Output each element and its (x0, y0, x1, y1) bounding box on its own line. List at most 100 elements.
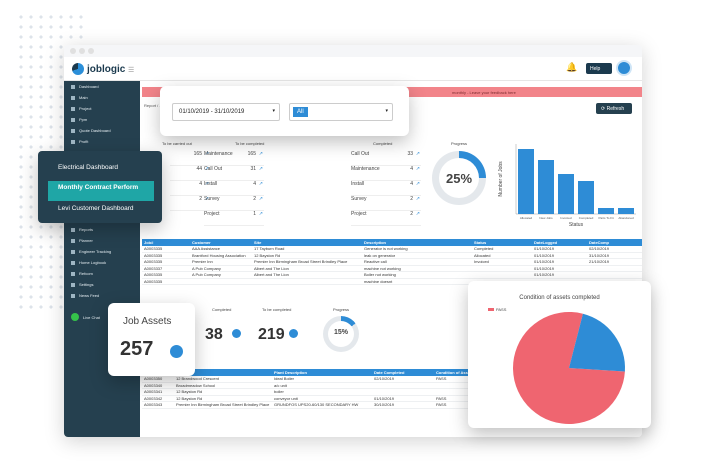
help-label: Help (590, 66, 601, 72)
dashboard-menu-item[interactable]: Electrical Dashboard (58, 164, 118, 171)
x-tick-label: New Jobs (539, 216, 553, 220)
chevron-down-icon: ▾ (272, 108, 275, 114)
bar (538, 160, 554, 214)
sidebar-item[interactable]: Planner (64, 235, 140, 246)
logo[interactable]: joblogic (72, 63, 125, 75)
sidebar-item-icon (71, 293, 75, 298)
scope-select[interactable]: All ▾ (289, 103, 393, 121)
kpi-row: 165 ↗ (170, 151, 210, 166)
notification-bell-icon[interactable]: 🔔 (566, 62, 578, 72)
bar (598, 208, 614, 214)
sidebar-item[interactable]: Profit (64, 136, 140, 147)
help-button[interactable]: Help (586, 63, 612, 74)
x-tick-label: Completed (579, 216, 594, 220)
table-row[interactable]: A0003335 Brantford Housing Association 12 … (142, 253, 642, 259)
pie-legend: PASS (488, 307, 506, 312)
kpi-row: Project 1 ↗ (204, 211, 264, 226)
progress-donut: 25% (432, 151, 486, 205)
sidebar-item[interactable]: News Feed (64, 290, 140, 301)
kpi-row: Install 4 ↗ (351, 181, 421, 196)
sidebar-item-icon (71, 227, 75, 232)
jobs-table: Job# Customer Site Description Status DateLog… (142, 239, 642, 285)
dashboard-menu-item[interactable]: Levi Customer Dashboard (58, 205, 134, 212)
filter-panel: 01/10/2019 - 31/10/2019 ▾ All ▾ (160, 86, 409, 136)
sidebar-item[interactable]: Engineer Tracking (64, 246, 140, 257)
kpi-row: 2 ↗ (170, 196, 210, 211)
kpi-row: Project 2 ↗ (351, 211, 421, 226)
bar (578, 181, 594, 214)
kpi-row: Install 4 ↗ (204, 181, 264, 196)
table-row[interactable]: A0003350 12 Brandwood Crescent Ideal Boile… (142, 376, 532, 383)
sidebar-item-icon (71, 117, 75, 122)
table-row[interactable]: A0003335 Premier Inn Premier Inn Birmingha… (142, 259, 642, 266)
sidebar-item[interactable]: Refcom (64, 268, 140, 279)
sidebar-item-icon (71, 271, 75, 276)
kpi-row: Survey 2 ↗ (204, 196, 264, 211)
trend-icon: ↗ (204, 196, 209, 202)
trend-icon: ↗ (415, 211, 420, 217)
avatar[interactable] (616, 60, 632, 76)
y-axis-label: Number of Jobs (498, 161, 504, 197)
sidebar-item-icon (71, 139, 75, 144)
trend-icon: ↗ (415, 166, 420, 172)
progress-value: 25% (439, 158, 479, 198)
table-row[interactable]: A0003335 A Pub Company Albert and The Lion… (142, 272, 642, 279)
sidebar-item-icon (71, 313, 79, 321)
table-row[interactable]: A0003340 Broadmeadow School a/c unit (142, 383, 532, 389)
x-tick-label: Abandoned (618, 216, 634, 220)
kpi-header-carried: To be carried out (162, 141, 192, 146)
bar (618, 208, 634, 214)
sidebar-item[interactable]: Quote Dashboard (64, 125, 140, 136)
logo-icon (72, 63, 84, 75)
assets-pie-card: Condition of assets completed PASS (468, 281, 651, 428)
sidebar-item-icon (71, 95, 75, 100)
hamburger-icon[interactable]: ☰ (128, 67, 135, 74)
sidebar-item-icon (71, 84, 75, 89)
sidebar-item[interactable]: Ppm (64, 114, 140, 125)
sidebar-item[interactable]: Live Chat (64, 309, 140, 325)
pie-slice (569, 313, 625, 372)
bar (518, 149, 534, 214)
dashboard-menu-item[interactable]: Monthly Contract Perform (48, 181, 154, 201)
breadcrumb: Report / ... (144, 103, 163, 108)
top-bar: joblogic ☰ 🔔 Help (64, 57, 642, 81)
trend-icon: ↗ (415, 196, 420, 202)
kpi-col3: Call Out 33 ↗ Maintenance 4 ↗ Install 4 ↗ Survey 2… (351, 151, 421, 226)
status-dot (232, 329, 241, 338)
trend-icon: ↗ (258, 211, 263, 217)
table-row[interactable]: A0003342 12 Bayston Rd conveyor unit 01/10/… (142, 396, 532, 402)
kpi-row: Maintenance 4 ↗ (351, 166, 421, 181)
table-row[interactable]: A0003335 AAA Assistance 17 Tayburn Road Gen… (142, 246, 642, 253)
sidebar-item[interactable]: Project (64, 103, 140, 114)
assets-progress-label: Progress (333, 307, 350, 312)
sidebar-item-icon (71, 128, 75, 133)
trend-icon: ↗ (204, 166, 209, 172)
table-row[interactable]: A0003337 A Pub Company Albert and The Lion… (142, 266, 642, 272)
kpi-header-tbc: To be completed (235, 141, 265, 146)
sidebar-item[interactable]: Reports (64, 224, 140, 235)
job-assets-card: Job Assets 257 (108, 303, 195, 376)
window-dot (70, 48, 76, 54)
sidebar-item[interactable]: Settings (64, 279, 140, 290)
refresh-button[interactable]: ⟳ Refresh (596, 103, 632, 114)
trend-icon: ↗ (204, 151, 209, 157)
trend-icon: ↗ (258, 196, 263, 202)
job-assets-value: 257 (120, 338, 154, 360)
table-row[interactable]: A0003341 12 Bayston Rd boiler (142, 389, 532, 396)
legend-swatch (488, 308, 494, 311)
chevron-down-icon: ▾ (385, 108, 388, 114)
trend-icon: ↗ (258, 181, 263, 187)
x-tick-label: Allocated (520, 216, 533, 220)
date-range-select[interactable]: 01/10/2019 - 31/10/2019 ▾ (172, 103, 280, 121)
sidebar-item[interactable]: Home Logbook (64, 257, 140, 268)
kpi-row: Call Out 33 ↗ (351, 151, 421, 166)
window-dot (88, 48, 94, 54)
kpi-row: 4 ↗ (170, 181, 210, 196)
sidebar-item[interactable]: Main (64, 92, 140, 103)
table-row[interactable]: A0003335 machine doesnt (142, 279, 642, 285)
sidebar-item[interactable]: Dashboard (64, 81, 140, 92)
kpi-row: Call Out 31 ↗ (204, 166, 264, 181)
kpi-header-completed: Completed (373, 141, 393, 146)
table-row[interactable]: A0003343 Premier Inn Birmingham Broad Str… (142, 402, 532, 409)
assets-pie-chart (513, 312, 625, 424)
